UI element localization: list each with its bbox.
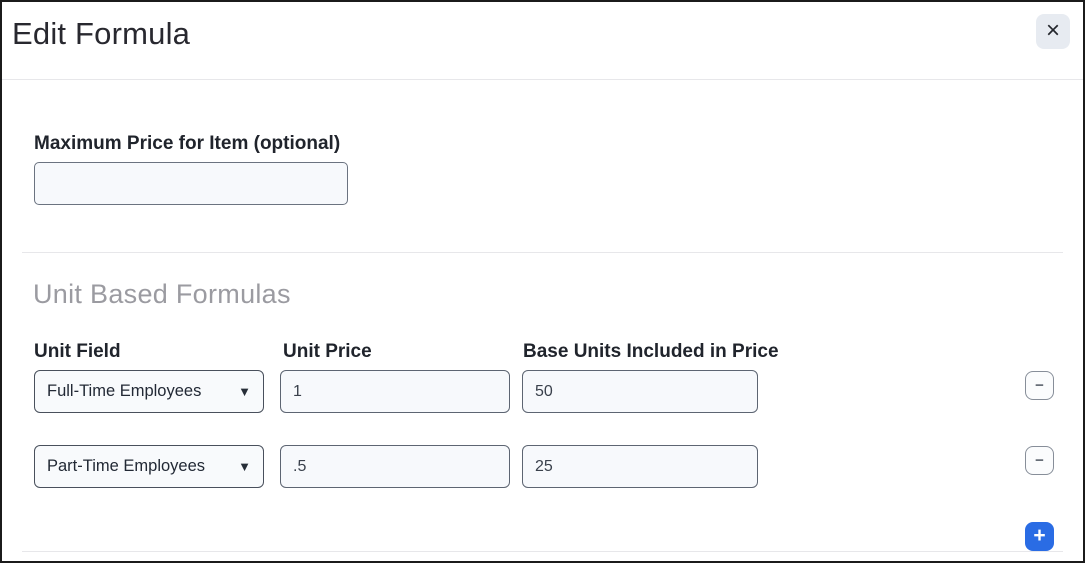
unit-field-select[interactable]: Full-Time Employees ▼: [34, 370, 264, 413]
unit-field-selected-value: Part-Time Employees: [47, 457, 206, 475]
close-icon: ×: [1045, 16, 1060, 44]
unit-field-selected-value: Full-Time Employees: [47, 382, 202, 400]
footer-divider: [22, 551, 1063, 552]
add-row-button[interactable]: +: [1025, 522, 1054, 551]
column-header-base-units: Base Units Included in Price: [523, 341, 779, 362]
section-title: Unit Based Formulas: [33, 279, 291, 309]
page-title: Edit Formula: [12, 16, 191, 51]
column-header-unit-field: Unit Field: [34, 341, 121, 362]
section-divider: [22, 252, 1063, 253]
unit-price-input[interactable]: [280, 445, 510, 488]
chevron-down-icon: ▼: [238, 459, 251, 474]
unit-field-select[interactable]: Part-Time Employees ▼: [34, 445, 264, 488]
minus-icon: −: [1035, 376, 1044, 394]
remove-row-button[interactable]: −: [1025, 446, 1054, 475]
base-units-input[interactable]: [522, 370, 758, 413]
chevron-down-icon: ▼: [238, 384, 251, 399]
plus-icon: +: [1033, 524, 1046, 547]
max-price-label: Maximum Price for Item (optional): [34, 133, 341, 154]
minus-icon: −: [1035, 451, 1044, 469]
remove-row-button[interactable]: −: [1025, 371, 1054, 400]
base-units-input[interactable]: [522, 445, 758, 488]
header-divider: [2, 79, 1083, 80]
column-header-unit-price: Unit Price: [283, 341, 372, 362]
close-button[interactable]: ×: [1036, 14, 1070, 49]
unit-price-input[interactable]: [280, 370, 510, 413]
max-price-input[interactable]: [34, 162, 348, 205]
